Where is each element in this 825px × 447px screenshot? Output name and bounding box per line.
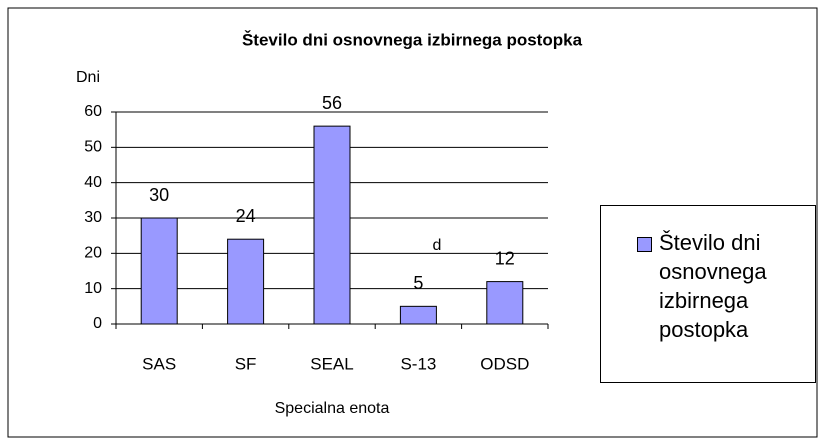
data-label: 56 — [322, 93, 342, 113]
bar — [140, 217, 178, 325]
bar — [227, 238, 265, 325]
bar — [399, 305, 437, 325]
legend: Število dni osnovnega izbirnega postopka — [600, 205, 816, 383]
bar — [313, 125, 351, 325]
legend-label: Število dni osnovnega izbirnega postopka — [659, 230, 767, 342]
y-tick-label: 0 — [93, 315, 102, 332]
legend-swatch — [637, 237, 652, 252]
annotation: d — [433, 237, 442, 254]
data-label: 12 — [495, 248, 515, 268]
chart-title: Število dni osnovnega izbirnega postopka — [242, 30, 583, 49]
data-label: 24 — [236, 206, 256, 226]
data-label: 5 — [413, 273, 423, 293]
x-tick-label: ODSD — [480, 354, 529, 373]
y-tick-label: 50 — [84, 139, 102, 156]
x-tick-label: S-13 — [400, 354, 436, 373]
y-tick-label: 60 — [84, 103, 102, 120]
x-tick-label: SAS — [142, 354, 176, 373]
y-axis-label: Dni — [76, 69, 100, 86]
x-axis-label: Specialna enota — [275, 400, 390, 417]
y-tick-label: 20 — [84, 245, 102, 262]
bar — [486, 281, 524, 325]
y-tick-label: 40 — [84, 174, 102, 191]
y-tick-label: 30 — [84, 209, 102, 226]
data-label: 30 — [149, 185, 169, 205]
y-tick-label: 10 — [84, 280, 102, 297]
x-tick-label: SEAL — [310, 354, 353, 373]
x-tick-label: SF — [235, 354, 257, 373]
